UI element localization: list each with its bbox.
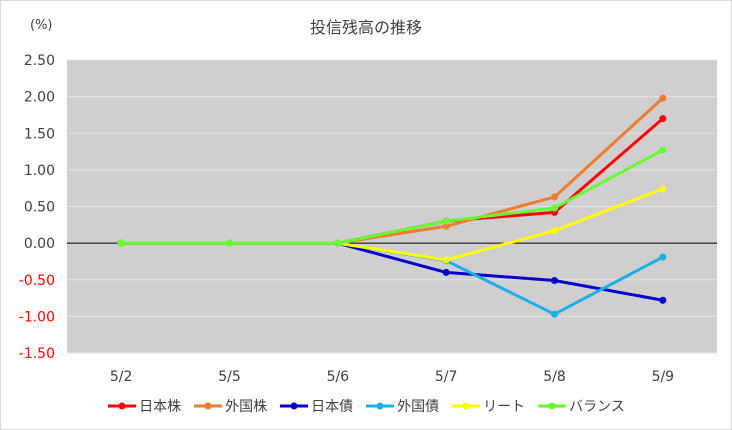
- y-tick-label: -1.50: [19, 346, 55, 362]
- data-point: [659, 94, 667, 102]
- data-point: [551, 193, 558, 201]
- y-tick-label: 1.50: [24, 126, 55, 142]
- legend-swatch: [452, 402, 481, 410]
- legend-swatch: [538, 402, 567, 410]
- legend-item: バランス: [537, 396, 625, 416]
- legend-item: 日本債: [279, 396, 353, 416]
- legend-item: 外国債: [365, 396, 439, 416]
- data-point: [442, 268, 450, 276]
- x-tick-label: 5/6: [327, 369, 350, 385]
- x-tick-labels: 5/2 5/5 5/6 5/7 5/8 5/9: [110, 369, 674, 385]
- legend-label: リート: [483, 399, 526, 415]
- series-group: [117, 94, 667, 318]
- series-5: [117, 146, 667, 247]
- data-point: [551, 310, 558, 318]
- y-tick-label: 2.50: [24, 53, 55, 69]
- legend-swatch: [194, 402, 223, 410]
- series-line: [121, 148, 664, 245]
- data-point: [117, 239, 125, 247]
- y-tick-label: 1.00: [24, 163, 55, 179]
- data-point: [659, 253, 667, 261]
- y-tick-labels: 2.50 2.00 1.50 1.00 0.50 0.00 -0.50 -1.00 -1.50: [19, 53, 55, 362]
- x-tick-label: 5/9: [652, 369, 675, 385]
- y-tick-label: 0.50: [24, 200, 55, 216]
- data-point: [551, 276, 558, 284]
- data-point: [659, 115, 667, 123]
- legend: 日本株 外国株 日本債 外国債 リート バランス: [0, 396, 732, 416]
- y-tick-label: 2.00: [24, 90, 55, 106]
- x-tick-label: 5/2: [110, 369, 133, 385]
- y-tick-label: -0.50: [19, 273, 55, 289]
- x-tick-label: 5/8: [543, 369, 566, 385]
- legend-item: 日本株: [107, 396, 181, 416]
- legend-item: 外国株: [193, 396, 267, 416]
- data-point: [334, 239, 342, 247]
- data-point: [551, 204, 558, 212]
- x-tick-label: 5/7: [435, 369, 458, 385]
- data-point: [659, 296, 667, 304]
- data-point: [442, 222, 450, 230]
- y-axis-unit: (%): [30, 18, 53, 33]
- legend-swatch: [108, 402, 137, 410]
- y-tick-label: 0.00: [24, 236, 55, 252]
- x-tick-label: 5/5: [218, 369, 241, 385]
- data-point: [659, 185, 667, 193]
- data-point: [442, 217, 450, 225]
- legend-item: リート: [451, 396, 525, 416]
- legend-label: 外国株: [225, 399, 268, 415]
- data-point: [442, 256, 450, 264]
- legend-label: 外国債: [397, 399, 440, 415]
- legend-label: 日本債: [311, 399, 354, 415]
- legend-swatch: [366, 402, 395, 410]
- y-tick-label: -1.00: [19, 309, 55, 325]
- data-point: [226, 239, 233, 247]
- legend-label: 日本株: [139, 399, 182, 415]
- data-point: [659, 146, 667, 154]
- legend-swatch: [280, 402, 309, 410]
- data-point: [551, 227, 558, 235]
- legend-label: バランス: [569, 399, 625, 415]
- chart-title: 投信残高の推移: [309, 18, 422, 37]
